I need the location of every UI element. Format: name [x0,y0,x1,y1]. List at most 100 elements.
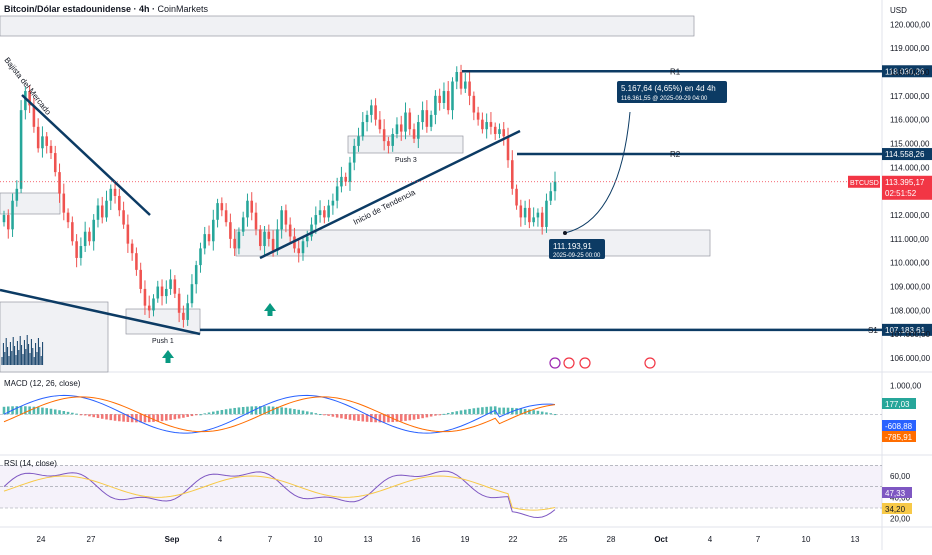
macd-hist-bar [118,414,121,422]
rsi-value-tag [882,503,912,514]
macd-hist-bar [442,413,446,415]
candle-body [173,279,177,294]
macd-tick-label: 1.000,00 [890,381,922,390]
macd-hist-bar [459,410,463,415]
low-box [549,239,605,259]
macd-hist-bar [126,414,130,422]
candle-body [147,305,151,311]
candle-body [335,186,339,201]
macd-hist-bar [190,414,194,417]
macd-hist-bar [421,414,424,419]
macd-hist-bar [53,409,57,415]
macd-hist-bar [404,414,407,421]
signal-line [3,396,556,433]
candle-body [113,188,117,196]
candle-body [109,188,113,201]
macd-hist-bar [485,406,488,415]
macd-hist-bar [284,407,288,415]
macd-hist-bar [92,414,95,418]
candle-body [169,279,172,289]
candle-body [340,176,343,187]
candle-body [71,222,74,242]
price-tick-label: 107.000,00 [890,330,931,339]
macd-hist-bar [468,408,471,415]
candle-body [549,191,553,201]
candle-body [177,293,181,313]
candle-body [267,231,271,239]
macd-hist-bar [122,414,125,422]
candle-body [139,269,142,289]
low-price-label: 111.193,91 [553,242,592,251]
macd-hist-bar [314,413,318,415]
uptrend-line [259,129,521,260]
candle-body [382,129,386,142]
macd-hist-bar [327,414,330,416]
macd-hist-bar [75,413,78,415]
macd-hist-bar [224,409,228,415]
time-tick-label: 24 [37,535,46,544]
candle-body [412,129,416,139]
candle-body [165,288,168,297]
candle-body [2,215,6,223]
macd-hist-bar [370,414,373,423]
candle-body [429,114,433,127]
candle-body [53,153,57,173]
macd-hist-bar [147,414,151,423]
up-arrow-icon [264,303,276,316]
candle-body [135,253,138,270]
time-tick-label: 10 [314,535,323,544]
candle-body [540,212,544,227]
macd-hist-bar [489,406,493,415]
symbol-tag-label: BTCUSD [850,180,879,187]
zone-box [235,229,711,257]
candle-body [216,203,219,220]
candle-body [58,172,61,194]
macd-hist-bar [399,414,403,422]
candle-body [331,200,335,206]
publisher-name: CoinMarkets [157,4,209,14]
lower-trendline [0,288,201,336]
time-tick-label: 28 [607,535,616,544]
macd-hist-bar [100,414,104,419]
candle-body [391,133,394,146]
candle-body [523,207,527,218]
macd-hist-bar [532,410,535,415]
macd-hist-bar [301,410,305,415]
candle-body [203,234,207,249]
candle-body [15,188,19,201]
macd-hist-bar [267,406,271,415]
macd-hist-bar [502,407,506,415]
candle-body [246,200,249,218]
candle-body [41,136,44,149]
candle-body [348,162,352,182]
macd-hist-bar [194,414,198,416]
current-price-label: 113.395,17 [885,178,925,187]
macd-hist-bar [152,414,155,422]
candle-body [489,122,493,127]
price-tick-label: 106.000,00 [890,354,931,363]
projection-start-dot [563,231,567,235]
candle-body [32,105,36,127]
macd-hist-bar [506,407,510,415]
candle-body [476,112,480,120]
macd-hist-bar [71,412,74,415]
candle-body [305,236,309,242]
push3-label: Push 3 [395,157,417,164]
candle-body [160,286,164,297]
time-tick-label: 22 [509,535,518,544]
candle-body [506,136,510,161]
level-price-label: 107.183,61 [885,326,926,335]
time-tick-label: 7 [268,535,273,544]
candle-body [130,243,134,254]
candle-body [451,81,454,111]
macd-hist-bar [109,414,113,421]
price-tick-label: 118.000,00 [890,68,930,77]
macd-line [3,394,556,434]
time-tick-label: 13 [364,535,373,544]
candle-body [263,231,266,247]
macd-hist-bar [246,406,249,415]
macd-hist-bar [305,411,309,415]
macd-hist-bar [271,406,275,415]
